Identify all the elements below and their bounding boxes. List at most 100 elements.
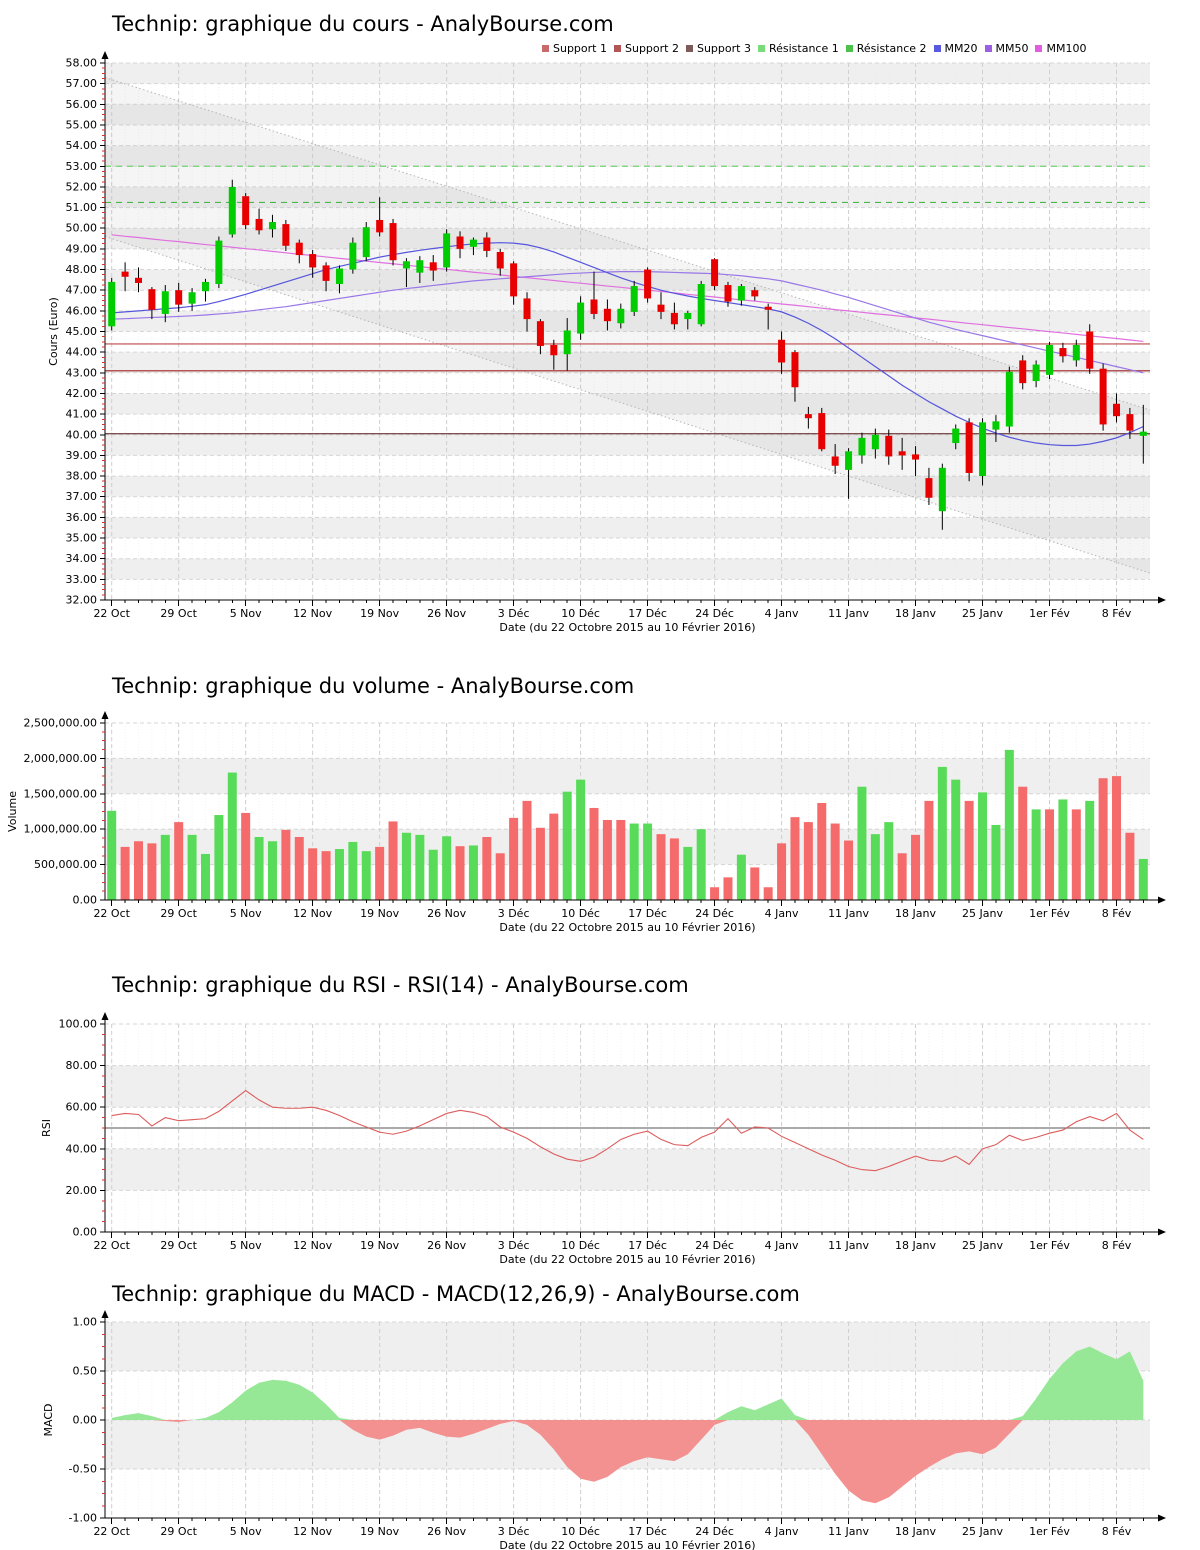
candle-body	[255, 218, 263, 231]
y-tick-label: 0.00	[73, 1414, 98, 1427]
candle-body	[885, 435, 893, 457]
candle-body	[657, 304, 665, 312]
candle-body	[737, 286, 745, 301]
candle-body	[577, 302, 585, 334]
volume-bar	[1004, 749, 1014, 900]
x-tick-label: 24 Déc	[695, 1239, 734, 1252]
mm100-line	[111, 234, 1144, 343]
x-tick-label: 29 Oct	[160, 1525, 197, 1538]
legend-label: MM50	[995, 42, 1029, 55]
candle-body	[175, 290, 183, 305]
volume-bar	[174, 822, 184, 900]
volume-bar	[790, 817, 800, 900]
x-tick-label: 1er Fév	[1029, 1525, 1070, 1538]
volume-bar	[1031, 809, 1041, 900]
y-tick-label: 46.00	[66, 304, 98, 317]
legend-color-chip	[613, 45, 621, 52]
volume-bar	[428, 849, 438, 900]
y-tick-label: 52.00	[66, 180, 98, 193]
x-tick-label: 5 Nov	[230, 1239, 262, 1252]
volume-bar	[911, 834, 921, 900]
y-tick-label: 42.00	[66, 387, 98, 400]
candle-body	[979, 422, 987, 477]
volume-bar	[884, 822, 894, 900]
volume-bar	[348, 841, 358, 900]
y-tick-label: 40.00	[66, 428, 98, 441]
candle-body	[510, 263, 518, 297]
volume-bar	[951, 779, 961, 900]
x-tick-label: 3 Déc	[498, 607, 530, 620]
y-tick-label: 41.00	[66, 408, 98, 421]
volume-bar	[133, 841, 143, 900]
volume-bar	[200, 853, 210, 900]
candle-body	[161, 291, 169, 314]
x-tick-label: 10 Déc	[561, 607, 600, 620]
price-chart-plot: 32.00 33.00 34.00 35.00 36.00 37.00 38.00 39.00…	[47, 51, 1166, 634]
candle-body	[845, 451, 853, 470]
x-tick-label: 22 Oct	[93, 907, 130, 920]
x-tick-label: 24 Déc	[695, 907, 734, 920]
volume-bar	[710, 887, 720, 900]
candle-body	[938, 467, 946, 512]
macd-chart-plot: -1.00 -0.50 0.00 0.50 1.00 22 Oct 29 Oct 5 Nov 1…	[42, 1310, 1166, 1550]
volume-bar	[388, 821, 398, 900]
candle-body	[496, 251, 504, 269]
candle-body	[992, 421, 1000, 430]
volume-bar	[107, 810, 117, 900]
volume-bar	[455, 846, 465, 900]
candle-body	[791, 352, 799, 388]
y-tick-label: 80.00	[66, 1059, 98, 1072]
volume-bar	[281, 829, 291, 900]
y-tick-label: 44.00	[66, 346, 98, 359]
y-tick-label: 0.00	[73, 894, 98, 907]
x-tick-label: 25 Janv	[962, 1525, 1003, 1538]
y-tick-label: -1.00	[69, 1512, 97, 1525]
x-tick-label: 17 Déc	[628, 907, 667, 920]
volume-bar	[509, 817, 519, 900]
axes	[100, 719, 1158, 906]
legend-item-résistance-1: Résistance 1	[757, 42, 839, 55]
volume-bar	[120, 846, 130, 900]
legend-item-support-1: Support 1	[542, 42, 607, 55]
candle-body	[711, 259, 719, 287]
candle-body	[563, 330, 571, 355]
macd-negative-area	[111, 1420, 1144, 1504]
volume-bar	[160, 834, 170, 900]
volume-bar	[1125, 832, 1135, 900]
x-tick-label: 29 Oct	[160, 607, 197, 620]
y-tick-label: 38.00	[66, 470, 98, 483]
x-tick-label: 12 Nov	[293, 1525, 332, 1538]
volume-bar	[777, 843, 787, 900]
x-tick-label: 17 Déc	[628, 607, 667, 620]
x-tick-label: 19 Nov	[360, 1525, 399, 1538]
volume-bar	[254, 836, 264, 900]
y-tick-label: 39.00	[66, 449, 98, 462]
candle-body	[965, 422, 973, 473]
candle-body	[1046, 344, 1054, 375]
volume-bar	[669, 838, 679, 900]
x-tick-label: 18 Janv	[895, 1239, 936, 1252]
candle-body	[536, 321, 544, 346]
volume-bar	[294, 836, 304, 900]
y-tick-label: 49.00	[66, 242, 98, 255]
candle-body	[295, 242, 303, 256]
x-tick-label: 19 Nov	[360, 607, 399, 620]
axes	[100, 1318, 1158, 1524]
y-tick-label: 43.00	[66, 366, 98, 379]
x-tick-label: 8 Fév	[1102, 907, 1132, 920]
x-tick-label: 11 Janv	[828, 1239, 869, 1252]
volume-bar	[830, 823, 840, 900]
x-tick-label: 8 Fév	[1102, 607, 1132, 620]
candle-body	[228, 186, 236, 235]
candle-body	[416, 260, 424, 273]
x-tick-label: 10 Déc	[561, 907, 600, 920]
y-tick-label: 34.00	[66, 552, 98, 565]
legend-item-support-3: Support 3	[685, 42, 751, 55]
candle-body	[443, 233, 451, 268]
y-tick-label: 51.00	[66, 201, 98, 214]
volume-bar	[991, 824, 1001, 900]
volume-bar	[1045, 809, 1055, 900]
x-tick-label: 3 Déc	[498, 907, 530, 920]
